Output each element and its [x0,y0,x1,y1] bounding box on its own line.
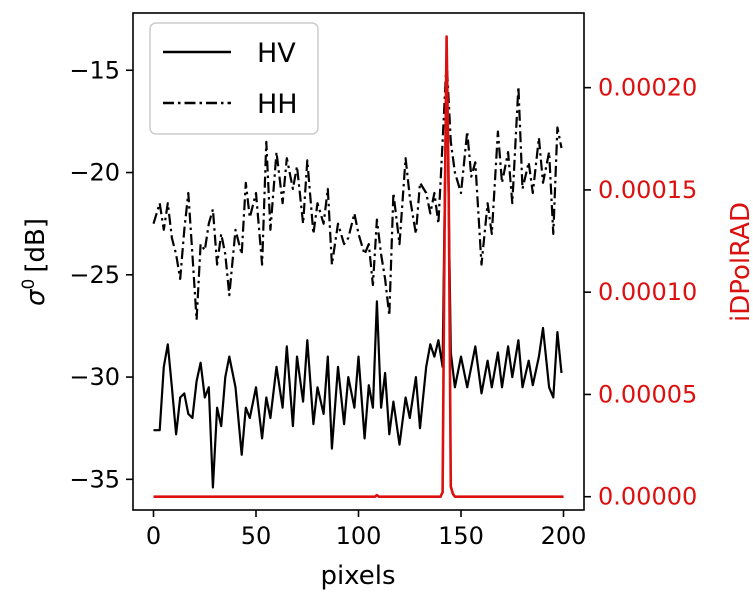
y-axis-left-unit: [dB] [21,218,51,273]
y-axis-left-symbol: σ [21,288,51,306]
legend: HV HH [149,22,319,135]
x-tick-label: 150 [438,522,484,550]
series-line-hv [153,52,563,489]
y-right-tick-label: 0.00015 [598,176,697,204]
y-left-tick-label: −35 [69,465,120,493]
y-right-tick-label: 0.00000 [598,483,697,511]
y-right-tick-label: 0.00010 [598,278,697,306]
legend-label-hh: HH [257,89,298,120]
y-left-tick-label: −30 [69,363,120,391]
x-tick-label: 200 [541,522,587,550]
series-layer [152,35,564,499]
y-left-tick-label: −25 [69,261,120,289]
series-line-idpolrad [153,35,564,499]
y-left-tick-label: −15 [69,56,120,84]
y-right-tick-label: 0.00005 [598,380,697,408]
ticks-layer: 0 50 100 150 200 −15 −20 −25 −30 −35 0.00020 0.0001… [69,56,697,550]
y-axis-left-superscript: 0 [19,279,39,290]
series-line-hh [152,58,563,321]
x-tick-label: 50 [241,522,272,550]
y-right-tick-label: 0.00020 [598,74,697,102]
y-left-tick-label: −20 [69,159,120,187]
x-tick-label: 0 [146,522,161,550]
legend-label-hv: HV [257,38,296,69]
y-axis-right-title: iDPolRAD [726,202,753,322]
x-tick-label: 100 [336,522,382,550]
y-axis-left-title: σ0 [dB] [19,218,51,306]
x-axis-title: pixels [320,561,395,591]
